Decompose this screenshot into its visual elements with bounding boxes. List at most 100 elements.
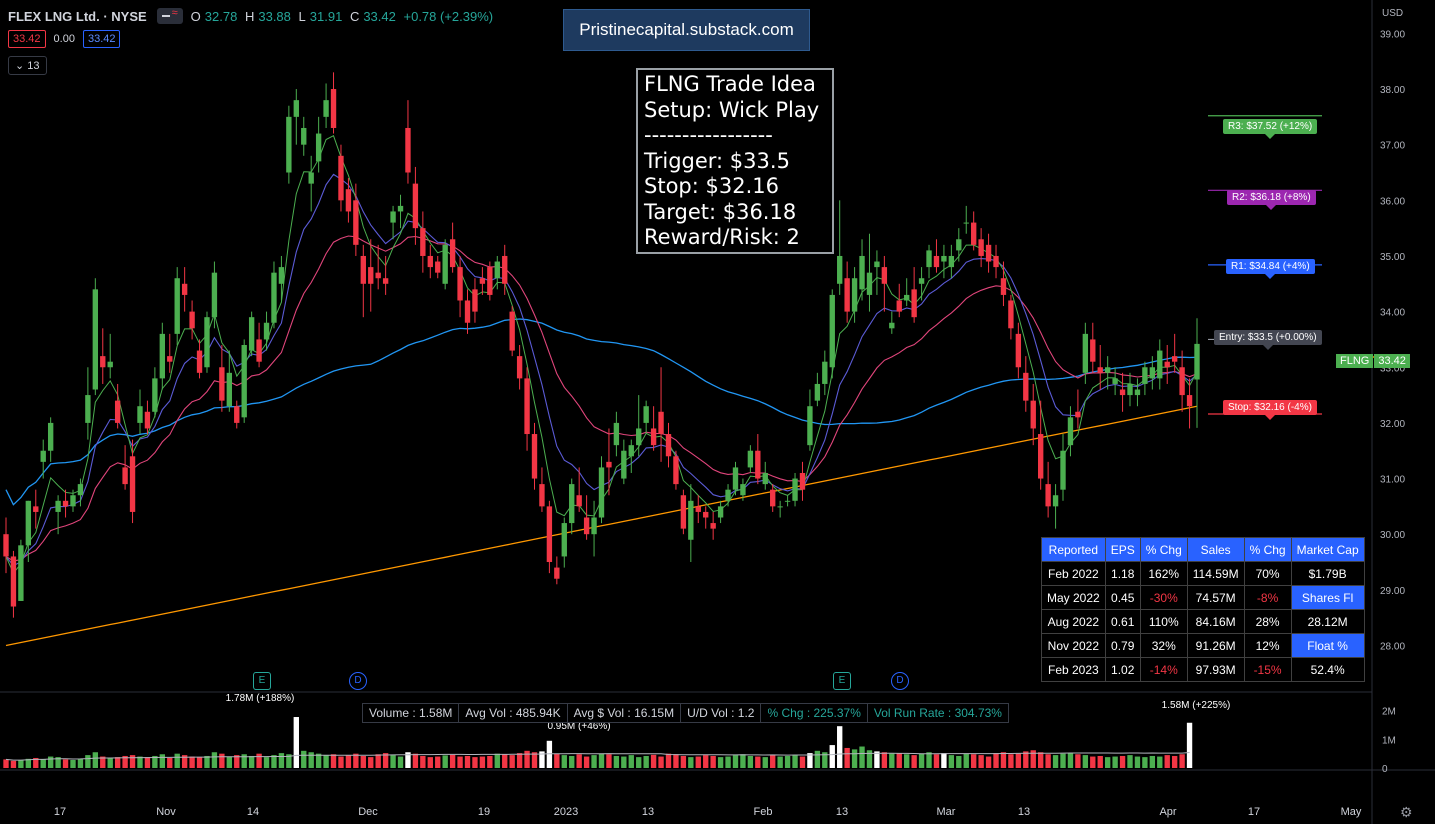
- candle-body: [382, 278, 389, 284]
- time-tick-label: Feb: [754, 806, 773, 818]
- volume-bar: [896, 753, 902, 768]
- candle-body: [606, 461, 612, 468]
- volume-bar: [234, 755, 240, 768]
- candle-body: [405, 127, 411, 173]
- volume-bar: [18, 759, 24, 768]
- volume-bar: [993, 753, 999, 768]
- candle-body: [152, 378, 158, 412]
- volume-annotation: 1.58M (+225%): [1162, 700, 1231, 711]
- earnings-event-icon[interactable]: E: [253, 672, 271, 690]
- volume-bar: [531, 752, 538, 768]
- volume-bar: [866, 750, 873, 768]
- candle-body: [204, 317, 210, 368]
- dividend-event-icon[interactable]: D: [891, 672, 909, 690]
- volume-bar: [933, 754, 940, 768]
- volume-bar: [1149, 755, 1156, 768]
- entry-label[interactable]: Entry: $33.5 (+0.00%): [1214, 330, 1322, 350]
- volume-bar: [956, 755, 962, 768]
- indicators-collapse-button[interactable]: ⌄ 13: [8, 56, 47, 75]
- price-tick-label: 38.00: [1380, 85, 1405, 96]
- volume-bar: [911, 755, 917, 768]
- volume-bar: [539, 751, 545, 768]
- column-header: % Chg: [1243, 537, 1292, 562]
- candle-body: [1045, 484, 1051, 507]
- settings-gear-icon[interactable]: ⚙: [1400, 804, 1413, 820]
- candle-body: [92, 289, 99, 390]
- r3-label[interactable]: R3: $37.52 (+12%): [1223, 119, 1318, 139]
- candle-body: [226, 372, 232, 407]
- avg-dollar-vol-stat: Avg $ Vol : 16.15M: [568, 704, 682, 722]
- candle-body: [3, 534, 9, 557]
- volume-bar: [196, 757, 203, 768]
- volume-bar: [219, 753, 225, 768]
- ask-box[interactable]: 33.42: [82, 30, 121, 48]
- volume-bar: [390, 755, 396, 768]
- volume-average-line: [5, 752, 1190, 761]
- candle-body: [792, 478, 798, 501]
- volume-bar: [1030, 750, 1036, 768]
- volume-bar: [181, 755, 188, 768]
- candle-body: [167, 356, 173, 362]
- volume-bar: [1164, 755, 1170, 768]
- volume-bar: [747, 755, 754, 768]
- symbol-title[interactable]: FLEX LNG Ltd. · NYSE: [8, 8, 147, 24]
- column-header: Reported: [1041, 537, 1106, 562]
- candle-body: [353, 200, 359, 245]
- candle-body: [688, 500, 694, 540]
- volume-bar: [47, 756, 54, 768]
- candle-body: [1194, 343, 1200, 380]
- candle-body: [844, 278, 850, 312]
- price-tick-label: 35.00: [1380, 252, 1405, 263]
- indicator-count: 13: [27, 60, 40, 72]
- table-header-row: Reported EPS % Chg Sales % Chg Market Ca…: [1041, 537, 1365, 562]
- r2-label[interactable]: R2: $36.18 (+8%): [1227, 190, 1316, 210]
- table-row: Feb 2022 1.18 162% 114.59M 70% $1.79B: [1041, 561, 1365, 586]
- stop-label[interactable]: Stop: $32.16 (-4%): [1223, 400, 1317, 420]
- volume-bar: [792, 754, 798, 768]
- candle-body: [315, 133, 322, 162]
- candle-body: [25, 500, 32, 546]
- candle-body: [442, 244, 448, 284]
- candle-body: [196, 350, 203, 373]
- candle-body: [933, 255, 940, 268]
- candle-body: [777, 506, 783, 508]
- bid-box[interactable]: 33.42: [8, 30, 46, 48]
- volume-bar: [628, 755, 634, 768]
- price-tick-label: 28.00: [1380, 641, 1405, 652]
- volume-bar: [204, 755, 210, 768]
- volume-tick-label: 0: [1382, 764, 1388, 775]
- volume-bar: [226, 756, 232, 768]
- r1-label[interactable]: R1: $34.84 (+4%): [1226, 259, 1315, 279]
- candle-body: [770, 489, 776, 507]
- volume-bar: [25, 758, 32, 768]
- column-header: Sales: [1186, 537, 1245, 562]
- candle-body: [219, 367, 225, 401]
- volume-bar: [524, 750, 530, 768]
- candle-body: [420, 228, 426, 256]
- dividend-event-icon[interactable]: D: [349, 672, 367, 690]
- candle-body: [725, 489, 731, 501]
- earnings-event-icon[interactable]: E: [833, 672, 851, 690]
- volume-bar: [435, 756, 441, 768]
- idea-line: Setup: Wick Play: [644, 97, 820, 122]
- volume-bar: [636, 757, 642, 768]
- time-tick-label: 13: [1018, 806, 1030, 818]
- volume-bar: [301, 750, 307, 768]
- volume-bar: [613, 755, 620, 768]
- candle-body: [55, 500, 61, 512]
- candle-body: [345, 189, 352, 212]
- volume-bar: [844, 747, 850, 768]
- time-tick-label: 19: [478, 806, 490, 818]
- candle-body: [531, 434, 538, 479]
- candle-body: [10, 556, 17, 607]
- volume-bar: [449, 754, 456, 768]
- candle-body: [122, 467, 128, 485]
- price-tick-label: 36.00: [1380, 196, 1405, 207]
- candle-body: [271, 272, 277, 323]
- visibility-toggle-icon[interactable]: [156, 7, 183, 24]
- candle-body: [993, 255, 999, 268]
- candle-body: [457, 267, 463, 301]
- volume-bar: [926, 752, 932, 768]
- column-header: % Chg: [1139, 537, 1188, 562]
